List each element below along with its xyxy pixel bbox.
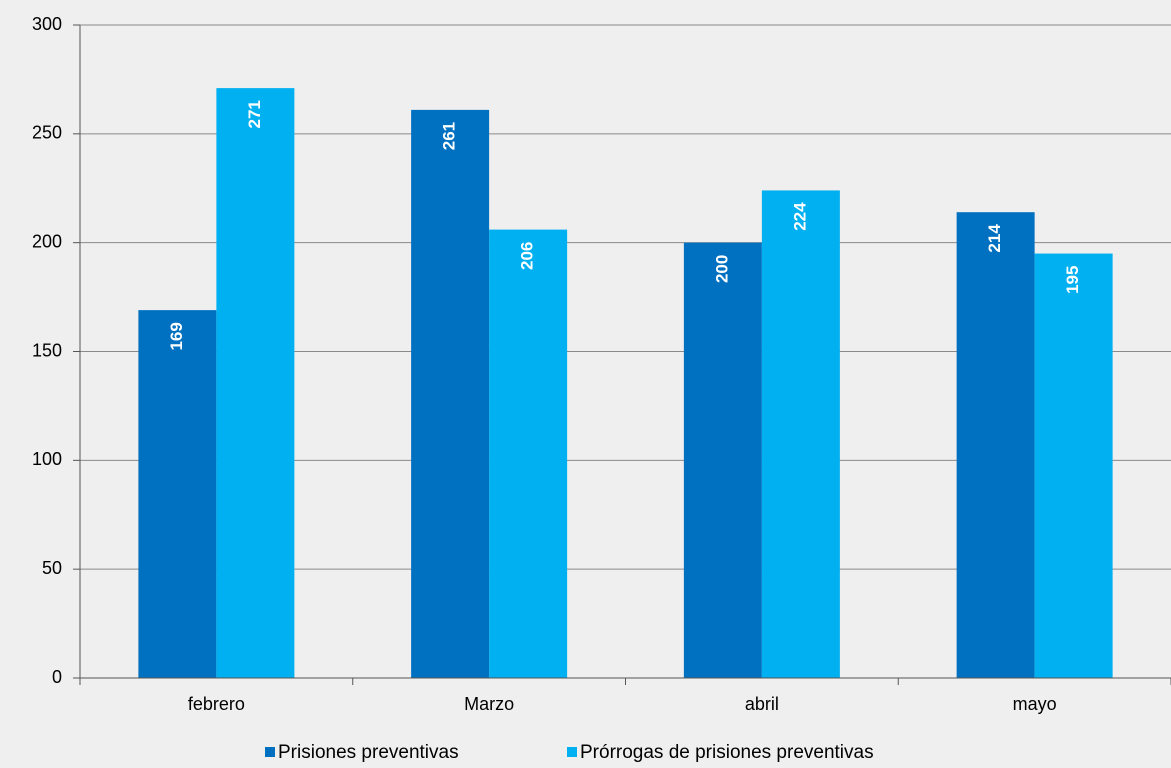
bar [216, 88, 295, 678]
y-tick-label: 200 [32, 231, 62, 251]
legend-swatch [265, 747, 275, 757]
bar [1034, 253, 1113, 679]
data-label: 214 [985, 224, 1004, 253]
legend-label: Prisiones preventivas [278, 742, 459, 763]
bar [489, 229, 568, 678]
bar [956, 212, 1035, 678]
legend-label: Prórrogas de prisiones preventivas [580, 742, 874, 763]
data-label: 169 [167, 322, 186, 350]
x-tick-label: mayo [1013, 694, 1057, 714]
x-tick-label: Marzo [464, 694, 514, 714]
y-tick-label: 300 [32, 14, 62, 34]
data-label: 261 [440, 122, 459, 150]
y-tick-label: 100 [32, 449, 62, 469]
data-label: 206 [518, 242, 537, 270]
bar [761, 190, 840, 678]
x-tick-label: febrero [188, 694, 245, 714]
data-label: 195 [1063, 266, 1082, 294]
data-label: 200 [712, 255, 731, 283]
legend-swatch [567, 747, 577, 757]
bar [138, 310, 217, 678]
data-label: 224 [790, 202, 809, 231]
bar [683, 242, 762, 678]
y-tick-label: 50 [42, 558, 62, 578]
bar [411, 109, 490, 678]
data-label: 271 [245, 100, 264, 128]
x-tick-label: abril [745, 694, 779, 714]
y-tick-label: 250 [32, 123, 62, 143]
y-tick-label: 150 [32, 340, 62, 360]
y-tick-label: 0 [52, 667, 62, 687]
